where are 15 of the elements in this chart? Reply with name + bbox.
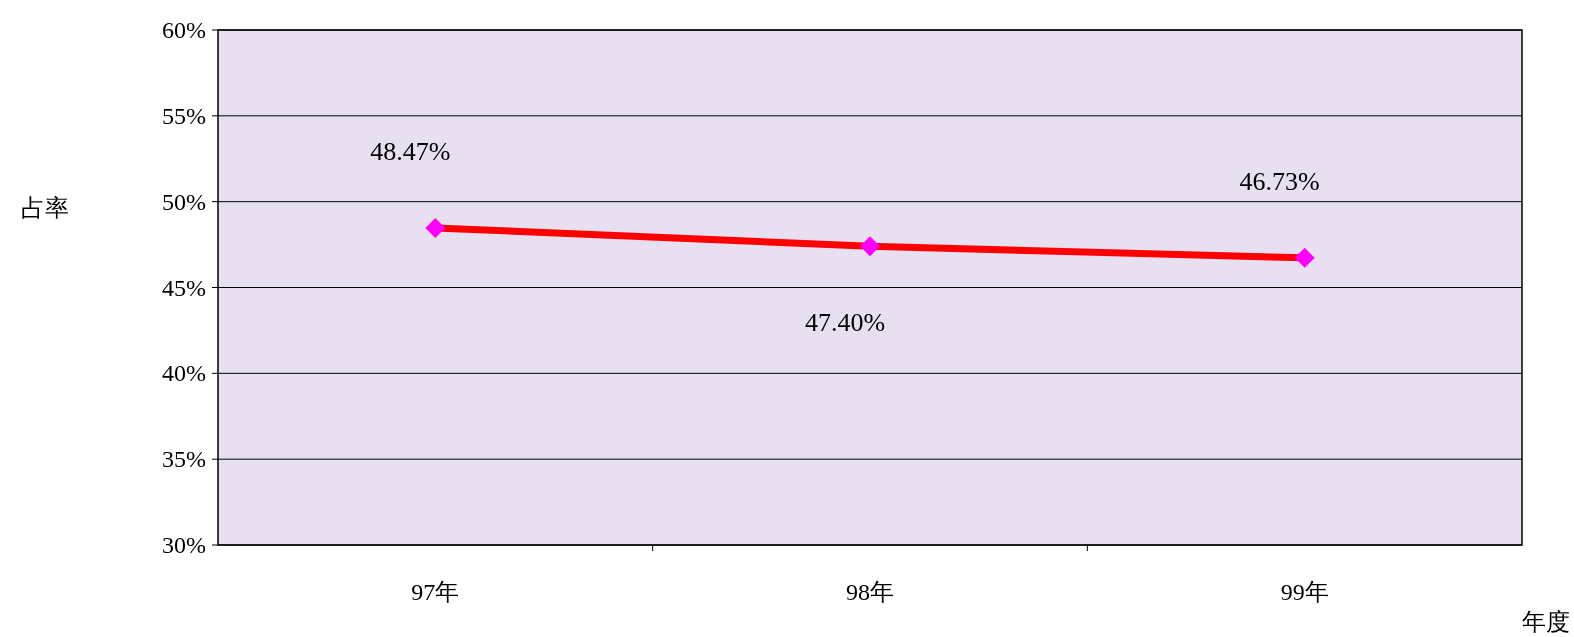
y-tick-label: 35% bbox=[162, 446, 206, 473]
x-tick-label: 99年 bbox=[1280, 579, 1329, 605]
y-tick-label: 55% bbox=[162, 102, 206, 129]
x-tick-label: 98年 bbox=[846, 579, 894, 605]
y-tick-label: 30% bbox=[162, 532, 206, 558]
y-tick-label: 45% bbox=[162, 274, 206, 301]
y-tick-label: 60% bbox=[162, 17, 206, 43]
y-tick-label: 40% bbox=[162, 360, 206, 387]
data-label: 47.40% bbox=[804, 308, 886, 338]
y-tick-label: 50% bbox=[162, 188, 206, 215]
x-axis-title: 年度 bbox=[1522, 608, 1570, 635]
data-label: 46.73% bbox=[1239, 166, 1320, 196]
x-tick-label: 97年 bbox=[411, 579, 460, 605]
data-label: 48.47% bbox=[370, 136, 451, 166]
y-axis-title: 占率 bbox=[21, 193, 69, 221]
